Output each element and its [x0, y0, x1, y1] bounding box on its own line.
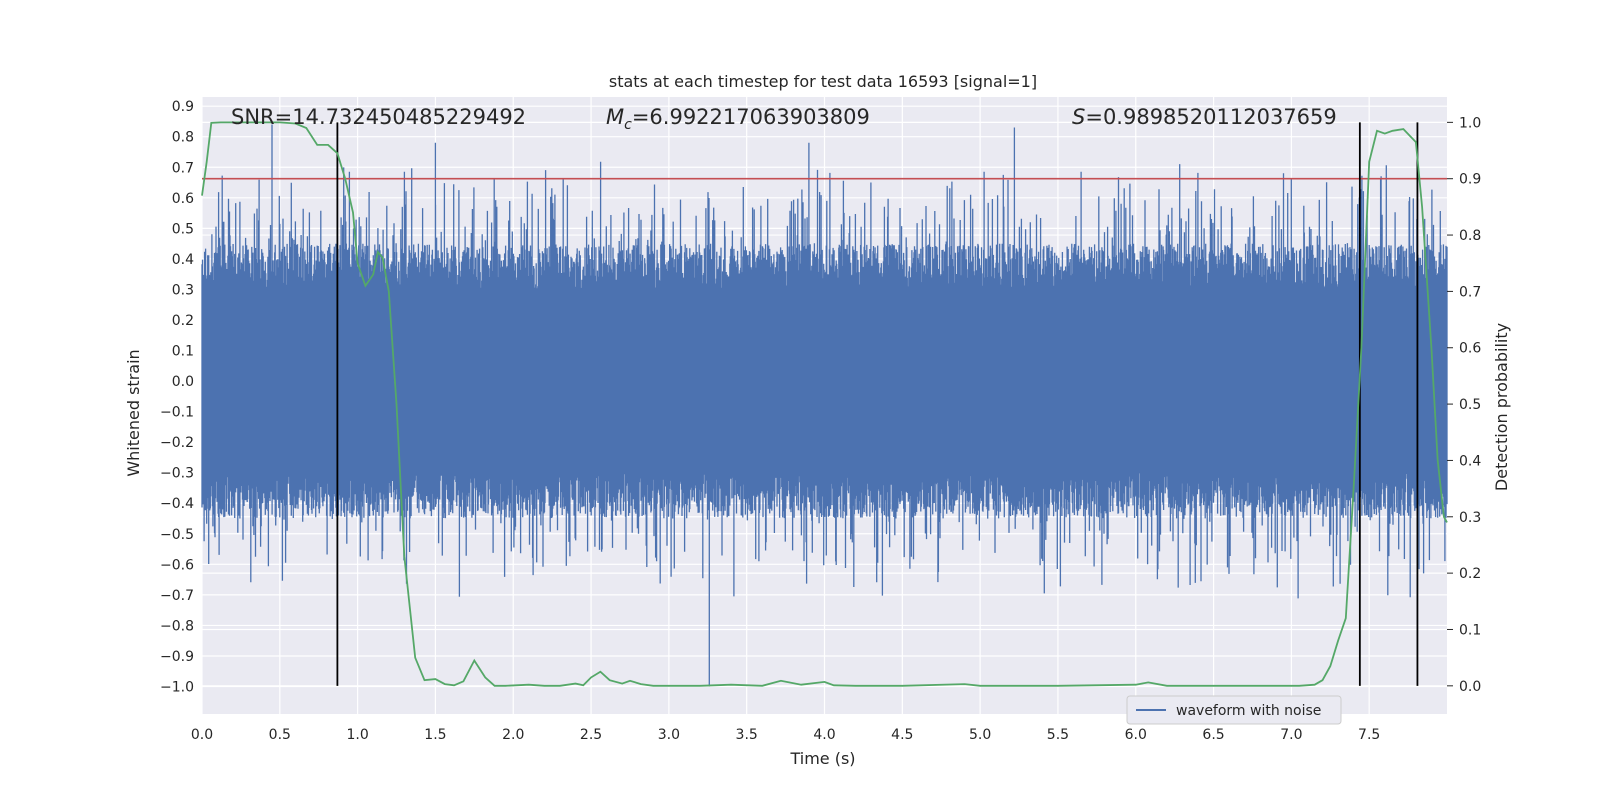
x-tick-label: 7.5 [1358, 727, 1380, 743]
waveform-path [201, 124, 1448, 687]
y-axis-title: Whitened strain [124, 349, 143, 476]
y2-tick-label: 0.1 [1459, 622, 1481, 638]
y2-tick-label: 0.0 [1459, 679, 1481, 695]
y-tick-label: 0.6 [172, 191, 194, 207]
legend-box [1126, 695, 1342, 725]
x-axis-ticks: 0.0 0.5 1.0 1.5 2.0 2.5 3.0 3.5 4.0 4.5 5.0 5.5 6.0 6… [191, 727, 1380, 743]
y2-tick-label: 0.9 [1459, 172, 1481, 188]
y-tick-label: 0.1 [172, 344, 194, 360]
detection-probability-line [201, 121, 1448, 687]
s-symbol: S [1072, 105, 1085, 129]
y-tick-label: −0.9 [160, 649, 194, 665]
x-tick-label: 0.5 [269, 727, 291, 743]
y-tick-label: 0.4 [172, 252, 194, 268]
y-tick-label: 0.5 [172, 221, 194, 237]
waveform-series [201, 124, 1448, 687]
y2-tick-label: 0.8 [1459, 228, 1481, 244]
y2-tick-label: 0.2 [1459, 566, 1481, 582]
y-tick-label: −0.6 [160, 557, 194, 573]
s-value: =0.9898520112037659 [1085, 105, 1336, 129]
y-tick-label: 0.0 [172, 374, 194, 390]
x-tick-label: 0.0 [191, 727, 213, 743]
y2-tick-label: 1.0 [1459, 115, 1481, 131]
y-axis-ticks: 0.9 0.8 0.7 0.6 0.5 0.4 0.3 0.2 0.1 0.0 −0.1 −0.2 −0… [160, 99, 194, 695]
y2-tick-label: 0.7 [1459, 284, 1481, 300]
chart-title: stats at each timestep for test data 165… [609, 72, 1037, 91]
x-tick-label: 1.5 [424, 727, 446, 743]
x-axis-title: Time (s) [789, 749, 855, 768]
chirp-mass-annotation: Mc=6.992217063903809 [606, 105, 870, 133]
y-tick-label: −0.3 [160, 466, 194, 482]
x-tick-label: 2.5 [580, 727, 602, 743]
y-tick-label: −0.8 [160, 618, 194, 634]
y-tick-label: 0.8 [172, 130, 194, 146]
legend: waveform with noise [1126, 695, 1342, 725]
x-tick-label: 5.5 [1047, 727, 1069, 743]
x-tick-label: 6.5 [1202, 727, 1224, 743]
y-tick-label: −1.0 [160, 680, 194, 696]
x-tick-label: 4.0 [813, 727, 835, 743]
y-tick-label: −0.1 [160, 405, 194, 421]
event-markers [336, 122, 1419, 686]
y-tick-label: −0.4 [160, 496, 194, 512]
x-tick-label: 7.0 [1280, 727, 1302, 743]
y-tick-label: 0.7 [172, 160, 194, 176]
y2-tick-label: 0.3 [1459, 510, 1481, 526]
y2-axis-title: Detection probability [1492, 323, 1511, 491]
snr-annotation: SNR=14.732450485229492 [231, 105, 526, 129]
y2-axis-ticks: 1.0 0.9 0.8 0.7 0.6 0.5 0.4 0.3 0.2 0.1 0.0 [1447, 115, 1481, 695]
y-tick-label: −0.2 [160, 435, 194, 451]
y-tick-label: 0.3 [172, 282, 194, 298]
y-tick-label: 0.2 [172, 313, 194, 329]
y2-tick-label: 0.6 [1459, 341, 1481, 357]
x-tick-label: 1.0 [346, 727, 368, 743]
y-tick-label: −0.7 [160, 588, 194, 604]
x-tick-label: 4.5 [891, 727, 913, 743]
legend-label: waveform with noise [1176, 703, 1321, 719]
x-tick-label: 6.0 [1125, 727, 1147, 743]
chirp-mass-value: =6.992217063903809 [632, 105, 870, 129]
y2-tick-label: 0.4 [1459, 453, 1481, 469]
x-tick-label: 3.0 [658, 727, 680, 743]
snr-s-annotation: S=0.9898520112037659 [1072, 105, 1337, 129]
chirp-mass-subscript: c [624, 117, 632, 133]
x-tick-label: 2.0 [502, 727, 524, 743]
chirp-mass-symbol: M [606, 105, 624, 129]
y2-tick-label: 0.5 [1459, 397, 1481, 413]
y-tick-label: −0.5 [160, 527, 194, 543]
x-tick-label: 3.5 [736, 727, 758, 743]
x-tick-label: 5.0 [969, 727, 991, 743]
y-tick-label: 0.9 [172, 99, 194, 115]
